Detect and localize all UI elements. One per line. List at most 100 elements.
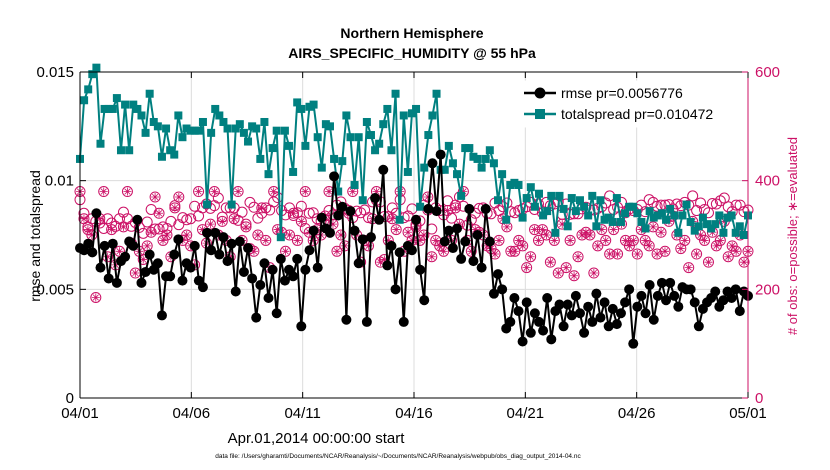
obs-evaluated-asterisk: [293, 236, 302, 245]
rmse-point: [673, 301, 684, 312]
obs-evaluated-ring: [738, 256, 750, 268]
totalspread-point: [346, 133, 355, 142]
totalspread-point: [662, 215, 671, 224]
totalspread-point: [321, 120, 330, 129]
totalspread-point: [260, 117, 269, 126]
totalspread-point: [510, 178, 519, 187]
obs-evaluated-point: [714, 234, 726, 246]
rmse-point: [456, 253, 467, 264]
obs-evaluated-point: [426, 251, 438, 263]
obs-evaluated-asterisk: [696, 231, 705, 239]
obs-evaluated-asterisk: [684, 263, 693, 272]
legend-rmse-label: rmse pr=0.0056776: [561, 85, 683, 101]
rmse-point: [337, 201, 348, 212]
rmse-point: [374, 214, 385, 225]
obs-evaluated-asterisk: [514, 236, 523, 245]
rmse-point: [480, 203, 491, 214]
obs-evaluated-point: [726, 240, 738, 252]
totalspread-point: [174, 111, 183, 120]
rmse-point: [177, 275, 188, 286]
obs-evaluated-ring: [627, 234, 639, 246]
obs-evaluated-asterisk: [194, 187, 203, 196]
obs-evaluated-asterisk: [526, 252, 535, 261]
obs-evaluated-asterisk: [550, 236, 559, 245]
obs-evaluated-ring: [552, 267, 564, 279]
rmse-point: [570, 290, 581, 301]
obs-evaluated-asterisk: [633, 250, 642, 259]
obs-evaluated-asterisk: [388, 214, 397, 223]
rmse-point: [734, 306, 745, 317]
obs-evaluated-ring: [600, 234, 612, 246]
totalspread-point: [473, 154, 482, 163]
obs-evaluated-ring: [702, 256, 714, 268]
obs-evaluated-point: [129, 267, 141, 279]
rmse-point: [554, 299, 565, 310]
totalspread-point: [358, 196, 367, 205]
totalspread-point: [514, 181, 523, 190]
obs-evaluated-asterisk: [593, 241, 602, 250]
obs-evaluated-ring: [295, 215, 307, 227]
totalspread-point: [379, 120, 388, 129]
rmse-point: [267, 264, 278, 275]
rmse-point: [443, 225, 454, 236]
rmse-point: [390, 284, 401, 295]
rmse-point: [132, 214, 143, 225]
rmse-point: [583, 301, 594, 312]
obs-evaluated-asterisk: [119, 222, 128, 231]
obs-evaluated-asterisk: [83, 225, 92, 234]
rmse-point: [111, 277, 122, 288]
obs-evaluated-asterisk: [724, 252, 733, 261]
obs-evaluated-asterisk: [554, 269, 563, 278]
obs-evaluated-ring: [390, 224, 402, 236]
totalspread-point: [80, 96, 89, 105]
totalspread-point: [444, 141, 453, 150]
obs-evaluated-ring: [699, 234, 711, 246]
rmse-point: [185, 262, 196, 273]
rmse-point: [152, 258, 163, 269]
y2-tick-label: 400: [755, 173, 780, 190]
obs-evaluated-point: [161, 229, 173, 241]
totalspread-point: [580, 202, 589, 211]
rmse-point: [218, 232, 229, 243]
obs-evaluated-point: [216, 215, 228, 227]
obs-evaluated-point: [623, 240, 635, 252]
totalspread-point: [727, 211, 736, 220]
obs-evaluated-asterisk: [281, 247, 290, 256]
totalspread-point: [530, 202, 539, 211]
rmse-point: [222, 256, 233, 267]
obs-evaluated-asterisk: [625, 241, 634, 250]
rmse-point: [546, 334, 557, 345]
totalspread-point: [354, 133, 363, 142]
obs-evaluated-point: [204, 218, 216, 230]
totalspread-point: [543, 207, 552, 216]
obs-evaluated-point: [169, 202, 181, 214]
totalspread-point: [551, 228, 560, 237]
obs-evaluated-asterisk: [372, 187, 381, 196]
x-axis-label: Apr.01,2014 00:00:00 start: [228, 430, 406, 447]
obs-evaluated-point: [493, 234, 505, 246]
totalspread-point: [207, 128, 216, 137]
obs-evaluated-point: [280, 245, 292, 257]
totalspread-point: [592, 222, 601, 231]
rmse-point: [357, 234, 368, 245]
obs-evaluated-point: [521, 262, 533, 274]
rmse-point: [165, 271, 176, 282]
totalspread-point: [682, 200, 691, 209]
obs-evaluated-asterisk: [408, 236, 417, 245]
totalspread-point: [399, 111, 408, 120]
rmse-point: [202, 227, 213, 238]
obs-evaluated-asterisk: [423, 192, 432, 201]
obs-evaluated-ring: [418, 229, 430, 241]
legend-spread-label: totalspread pr=0.010472: [561, 106, 713, 122]
y2-tick-label: 200: [755, 281, 780, 298]
obs-evaluated-asterisk: [621, 236, 630, 245]
obs-evaluated-asterisk: [716, 236, 725, 245]
obs-evaluated-asterisk: [558, 220, 567, 229]
obs-evaluated-ring: [679, 234, 691, 246]
obs-evaluated-ring: [536, 224, 548, 236]
rmse-point: [726, 293, 737, 304]
totalspread-point: [133, 104, 142, 113]
totalspread-point: [731, 228, 740, 237]
obs-evaluated-ring: [161, 229, 173, 241]
obs-evaluated-point: [141, 240, 153, 252]
